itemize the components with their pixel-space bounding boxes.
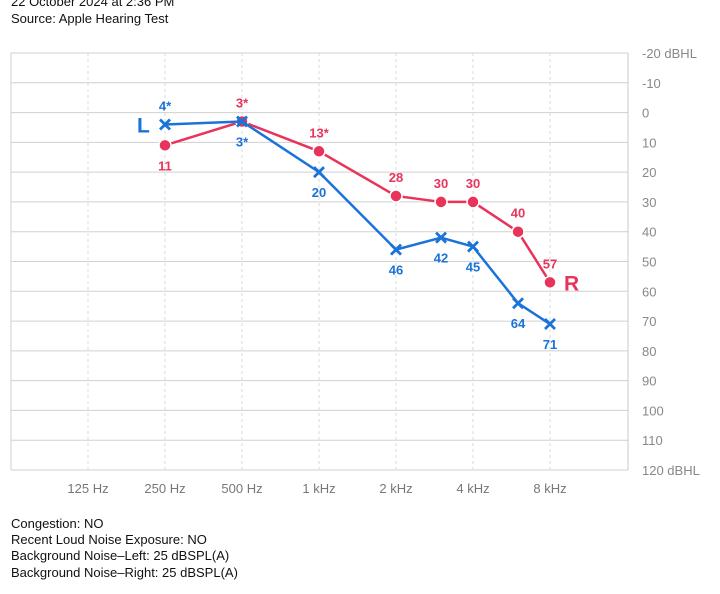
data-label: 45 bbox=[466, 260, 480, 275]
data-label: 57 bbox=[543, 256, 557, 271]
right-ear-point bbox=[511, 224, 525, 239]
footer-noise-exposure: Recent Loud Noise Exposure: NO bbox=[11, 532, 207, 547]
left-ear-point bbox=[313, 166, 325, 179]
y-tick-label: 80 bbox=[642, 344, 656, 359]
y-tick-label: 0 bbox=[642, 106, 649, 121]
right-ear-point bbox=[543, 275, 557, 290]
data-label: 71 bbox=[543, 337, 557, 352]
x-tick-label: 1 kHz bbox=[302, 481, 335, 496]
right-ear-point bbox=[466, 195, 480, 209]
footer-bg-noise-right: Background Noise–Right: 25 dBSPL(A) bbox=[11, 565, 238, 580]
y-tick-label: 90 bbox=[642, 374, 656, 389]
data-label: 64 bbox=[511, 316, 526, 331]
data-label: 30 bbox=[434, 176, 448, 191]
series-label-right: R bbox=[564, 272, 579, 295]
right-ear-point bbox=[434, 195, 448, 209]
data-label: 13* bbox=[309, 125, 329, 140]
data-label: 3* bbox=[236, 135, 249, 150]
x-tick-label: 2 kHz bbox=[379, 481, 412, 496]
data-label: 20 bbox=[312, 185, 326, 200]
y-tick-label: 100 bbox=[642, 403, 664, 418]
left-ear-point bbox=[390, 243, 402, 256]
data-label: 28 bbox=[389, 170, 403, 185]
y-tick-label: 110 bbox=[642, 433, 663, 448]
series-line-R bbox=[164, 120, 552, 284]
y-tick-label: 70 bbox=[642, 314, 656, 329]
left-ear-point bbox=[544, 318, 556, 331]
left-ear-point bbox=[512, 297, 525, 310]
y-tick-label: -10 bbox=[642, 76, 661, 91]
series-line-L bbox=[164, 120, 551, 326]
data-label: 11 bbox=[158, 158, 172, 173]
y-tick-label: 60 bbox=[642, 284, 656, 299]
left-ear-point bbox=[435, 231, 448, 244]
y-tick-label: 10 bbox=[642, 135, 656, 150]
data-label: 40 bbox=[511, 206, 525, 221]
x-tick-label: 8 kHz bbox=[533, 481, 566, 496]
y-tick-label: -20 dBHL bbox=[642, 46, 697, 61]
left-ear-point bbox=[467, 240, 479, 253]
y-tick-label: 50 bbox=[642, 255, 656, 270]
data-label: 42 bbox=[434, 251, 448, 266]
footer-congestion: Congestion: NO bbox=[11, 516, 104, 531]
y-tick-label: 20 bbox=[642, 165, 656, 180]
footer-bg-noise-left: Background Noise–Left: 25 dBSPL(A) bbox=[11, 548, 230, 563]
left-ear-point bbox=[236, 115, 248, 128]
x-tick-label: 500 Hz bbox=[221, 481, 262, 496]
test-date: 22 October 2024 at 2:36 PM bbox=[11, 0, 175, 9]
x-tick-label: 125 Hz bbox=[67, 481, 108, 496]
data-label: 3* bbox=[236, 96, 249, 111]
series-label-left: L bbox=[137, 114, 150, 137]
data-label: 46 bbox=[389, 263, 403, 278]
y-tick-label: 40 bbox=[642, 225, 656, 240]
data-label: 30 bbox=[466, 176, 480, 191]
right-ear-point bbox=[312, 144, 326, 159]
data-label: 4* bbox=[159, 98, 172, 113]
x-tick-label: 4 kHz bbox=[456, 481, 489, 496]
audiogram-chart: -20 dBHL -10 0 10 20 30 40 50 60 70 80 90 100 110 120 … bbox=[10, 46, 700, 496]
test-source: Source: Apple Hearing Test bbox=[11, 11, 169, 26]
y-tick-label: 30 bbox=[642, 195, 656, 210]
y-tick-label: 120 dBHL bbox=[642, 463, 700, 478]
x-tick-label: 250 Hz bbox=[144, 481, 185, 496]
right-ear-point bbox=[389, 189, 403, 203]
left-ear-point bbox=[159, 118, 171, 131]
right-ear-point bbox=[158, 138, 172, 153]
